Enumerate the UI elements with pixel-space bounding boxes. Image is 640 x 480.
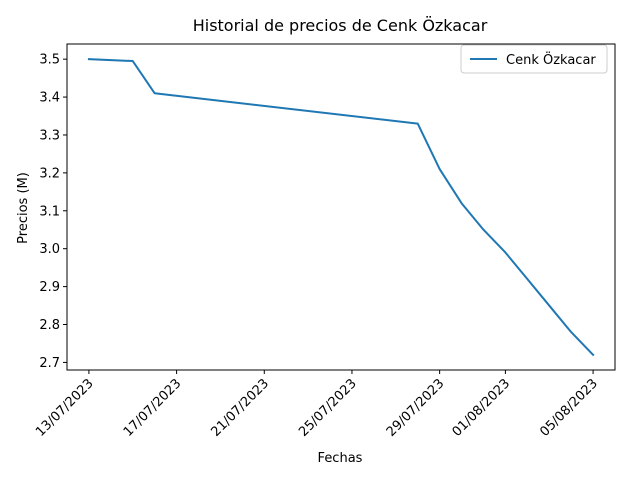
y-tick-label: 3.0 bbox=[39, 242, 60, 257]
y-tick-label: 3.3 bbox=[39, 128, 60, 143]
series-line bbox=[87, 58, 595, 357]
y-tick-label: 3.5 bbox=[39, 53, 60, 68]
y-tick-label: 2.9 bbox=[39, 280, 60, 295]
legend-series-label: Cenk Özkacar bbox=[506, 51, 596, 68]
legend-box bbox=[460, 44, 608, 74]
y-tick-label: 3.2 bbox=[39, 166, 60, 181]
chart-title: Historial de precios de Cenk Özkacar bbox=[193, 16, 488, 35]
y-tick-label: 3.1 bbox=[39, 204, 60, 219]
y-axis-label: Precios (M) bbox=[16, 172, 31, 244]
y-tick-label: 2.7 bbox=[39, 356, 60, 371]
y-tick-label: 3.4 bbox=[39, 91, 60, 106]
y-tick-label: 2.8 bbox=[39, 318, 60, 333]
x-axis-label: Fechas bbox=[318, 451, 363, 466]
y-axis-ticks: 2.7 2.8 2.9 3.0 3.1 3.2 3.3 3.4 3.5 bbox=[39, 53, 67, 371]
legend: Cenk Özkacar bbox=[460, 44, 608, 74]
series-layer bbox=[87, 58, 595, 357]
plot-frame bbox=[66, 43, 616, 371]
